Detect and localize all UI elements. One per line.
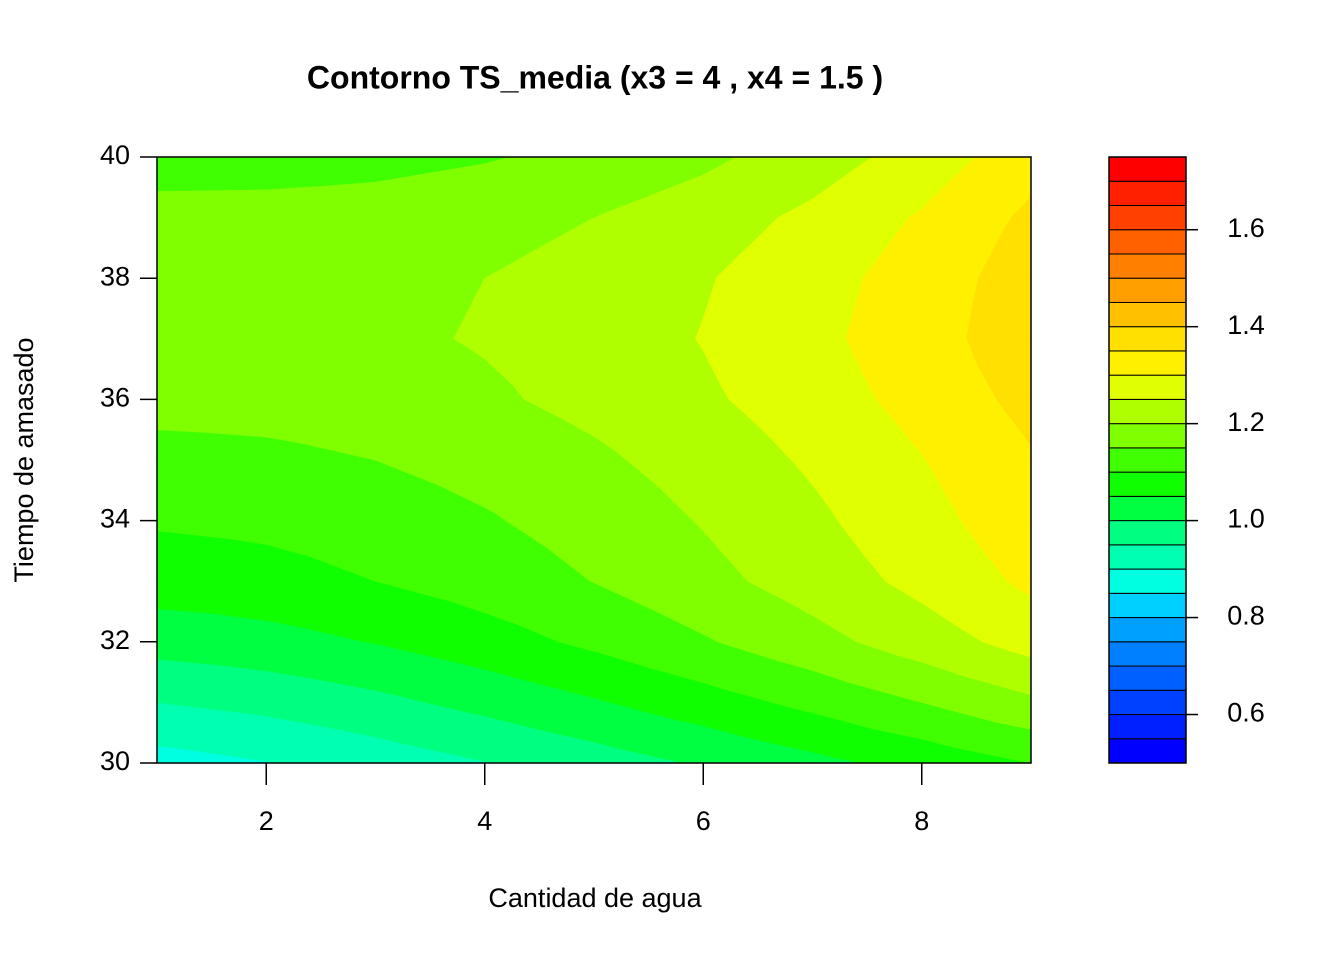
legend-swatch (1108, 253, 1187, 279)
y-tick-label: 36 (100, 383, 130, 413)
legend-tick-label: 0.6 (1227, 698, 1265, 728)
legend-swatch (1108, 301, 1187, 328)
legend-swatch (1108, 568, 1187, 594)
legend-swatch (1108, 423, 1187, 449)
x-tick-label: 6 (696, 806, 711, 836)
y-axis-label: Tiempo de amasado (9, 337, 39, 582)
x-tick-label: 4 (477, 806, 492, 836)
legend-tick-label: 1.2 (1227, 407, 1265, 437)
legend-swatch (1108, 665, 1187, 691)
x-tick-label: 2 (259, 806, 274, 836)
legend-swatch (1108, 495, 1187, 522)
plot-area (155, 156, 1033, 764)
legend-swatch (1108, 374, 1187, 400)
legend-swatch (1108, 689, 1187, 716)
legend-tick-label: 1.4 (1227, 310, 1265, 340)
contour-fill (265, 185, 323, 219)
chart-title: Contorno TS_media (x3 = 4 , x4 = 1.5 ) (307, 59, 883, 95)
legend-swatch (1108, 156, 1187, 182)
legend-swatch (1108, 229, 1187, 255)
legend-swatch (1108, 714, 1187, 740)
y-tick-label: 34 (100, 504, 130, 534)
legend-tick-label: 1.0 (1227, 504, 1265, 534)
y-tick-label: 32 (100, 625, 130, 655)
color-legend: 0.6 0.8 1.0 1.2 1.4 1.6 (1108, 156, 1265, 764)
legend-tick-label: 1.6 (1227, 213, 1265, 243)
legend-swatch (1108, 326, 1187, 352)
axes: 2 4 6 8 30 32 34 36 38 40 (100, 140, 1032, 836)
y-tick-label: 40 (100, 140, 130, 170)
legend-swatch (1108, 641, 1187, 667)
y-tick-label: 30 (100, 746, 130, 776)
legend-tick-label: 0.8 (1227, 601, 1265, 631)
legend-swatch (1108, 471, 1187, 497)
legend-swatch (1108, 398, 1187, 425)
legend-swatch (1108, 277, 1187, 303)
legend-swatch (1108, 520, 1187, 546)
plot-frame (156, 156, 1032, 764)
legend-swatch (1108, 617, 1187, 643)
contour-fill (375, 166, 468, 219)
legend-swatch (1108, 180, 1187, 206)
legend-swatch (1108, 447, 1187, 473)
legend-swatch (1108, 738, 1187, 764)
y-tick-label: 38 (100, 261, 130, 291)
x-axis-label: Cantidad de agua (488, 883, 702, 913)
legend-frame (1108, 156, 1187, 764)
legend-swatch (1108, 350, 1187, 376)
legend-swatch (1108, 544, 1187, 570)
legend-swatch (1108, 592, 1187, 619)
legend-swatch (1108, 204, 1187, 231)
x-tick-label: 8 (914, 806, 929, 836)
